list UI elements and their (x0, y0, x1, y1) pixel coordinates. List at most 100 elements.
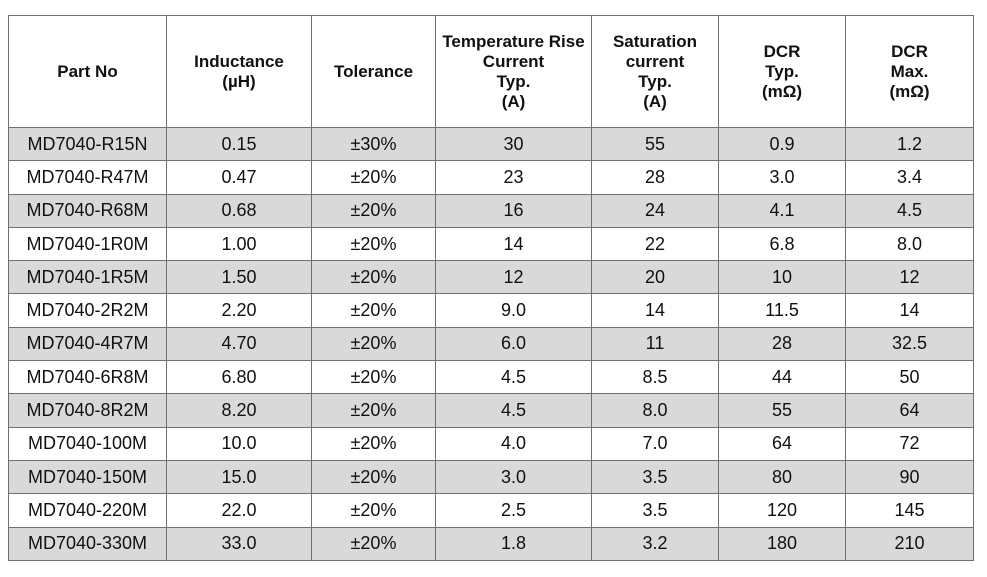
header-part-no: Part No (8, 15, 167, 128)
inductance-cell: 22.0 (166, 493, 312, 528)
inductance-cell: 0.15 (166, 126, 312, 162)
dcr-typ-cell: 3.0 (718, 160, 846, 195)
header-dcr-typ: DCR Typ. (mΩ) (718, 15, 846, 128)
dcr-max-cell: 4.5 (845, 193, 974, 228)
table-row: MD7040-6R8M 6.80 ±20% 4.5 8.5 44 50 (8, 360, 974, 395)
table-row: MD7040-R68M 0.68 ±20% 16 24 4.1 4.5 (8, 193, 974, 228)
inductance-cell: 6.80 (166, 360, 312, 395)
header-dcr-max: DCR Max. (mΩ) (845, 15, 974, 128)
table-body: MD7040-R15N 0.15 ±30% 30 55 0.9 1.2 MD7040-R47M… (8, 126, 974, 561)
dcr-typ-cell: 120 (718, 493, 846, 528)
tolerance-cell: ±20% (311, 526, 436, 561)
tolerance-cell: ±20% (311, 326, 436, 362)
saturation-current-cell: 7.0 (591, 426, 719, 461)
dcr-typ-cell: 64 (718, 426, 846, 461)
table-row: MD7040-R47M 0.47 ±20% 23 28 3.0 3.4 (8, 160, 974, 195)
temp-rise-current-cell: 2.5 (435, 493, 592, 528)
tolerance-cell: ±20% (311, 193, 436, 228)
inductance-cell: 8.20 (166, 393, 312, 428)
temp-rise-current-cell: 4.0 (435, 426, 592, 461)
table-row: MD7040-220M 22.0 ±20% 2.5 3.5 120 145 (8, 493, 974, 528)
part-no-cell: MD7040-220M (8, 493, 167, 528)
saturation-current-cell: 3.5 (591, 493, 719, 528)
part-no-cell: MD7040-150M (8, 459, 167, 495)
dcr-typ-cell: 10 (718, 260, 846, 295)
dcr-max-cell: 145 (845, 493, 974, 528)
table-row: MD7040-330M 33.0 ±20% 1.8 3.2 180 210 (8, 526, 974, 561)
part-no-cell: MD7040-R68M (8, 193, 167, 228)
dcr-max-cell: 32.5 (845, 326, 974, 362)
inductance-cell: 0.47 (166, 160, 312, 195)
inductance-cell: 10.0 (166, 426, 312, 461)
header-tolerance: Tolerance (311, 15, 436, 128)
dcr-typ-cell: 28 (718, 326, 846, 362)
table-row: MD7040-R15N 0.15 ±30% 30 55 0.9 1.2 (8, 126, 974, 162)
dcr-typ-cell: 44 (718, 360, 846, 395)
part-no-cell: MD7040-330M (8, 526, 167, 561)
table-row: MD7040-100M 10.0 ±20% 4.0 7.0 64 72 (8, 426, 974, 461)
saturation-current-cell: 8.5 (591, 360, 719, 395)
temp-rise-current-cell: 12 (435, 260, 592, 295)
inductance-cell: 2.20 (166, 293, 312, 328)
dcr-typ-cell: 4.1 (718, 193, 846, 228)
inductance-cell: 4.70 (166, 326, 312, 362)
tolerance-cell: ±20% (311, 293, 436, 328)
tolerance-cell: ±20% (311, 426, 436, 461)
dcr-max-cell: 8.0 (845, 226, 974, 262)
dcr-max-cell: 64 (845, 393, 974, 428)
part-no-cell: MD7040-2R2M (8, 293, 167, 328)
temp-rise-current-cell: 4.5 (435, 393, 592, 428)
header-saturation-current: Saturation current Typ. (A) (591, 15, 719, 128)
temp-rise-current-cell: 4.5 (435, 360, 592, 395)
inductance-cell: 1.50 (166, 260, 312, 295)
inductance-cell: 15.0 (166, 459, 312, 495)
tolerance-cell: ±20% (311, 493, 436, 528)
inductance-cell: 0.68 (166, 193, 312, 228)
dcr-typ-cell: 6.8 (718, 226, 846, 262)
tolerance-cell: ±20% (311, 226, 436, 262)
dcr-max-cell: 90 (845, 459, 974, 495)
dcr-max-cell: 50 (845, 360, 974, 395)
dcr-max-cell: 1.2 (845, 126, 974, 162)
saturation-current-cell: 24 (591, 193, 719, 228)
dcr-max-cell: 14 (845, 293, 974, 328)
inductance-cell: 1.00 (166, 226, 312, 262)
part-no-cell: MD7040-6R8M (8, 360, 167, 395)
temp-rise-current-cell: 6.0 (435, 326, 592, 362)
tolerance-cell: ±20% (311, 459, 436, 495)
part-no-cell: MD7040-4R7M (8, 326, 167, 362)
temp-rise-current-cell: 9.0 (435, 293, 592, 328)
table-row: MD7040-8R2M 8.20 ±20% 4.5 8.0 55 64 (8, 393, 974, 428)
header-temperature-rise-current: Temperature Rise Current Typ. (A) (435, 15, 592, 128)
temp-rise-current-cell: 1.8 (435, 526, 592, 561)
part-no-cell: MD7040-R47M (8, 160, 167, 195)
tolerance-cell: ±30% (311, 126, 436, 162)
part-no-cell: MD7040-8R2M (8, 393, 167, 428)
saturation-current-cell: 55 (591, 126, 719, 162)
table-row: MD7040-1R0M 1.00 ±20% 14 22 6.8 8.0 (8, 226, 974, 262)
table-row: MD7040-150M 15.0 ±20% 3.0 3.5 80 90 (8, 459, 974, 495)
dcr-max-cell: 3.4 (845, 160, 974, 195)
part-no-cell: MD7040-100M (8, 426, 167, 461)
dcr-max-cell: 72 (845, 426, 974, 461)
inductor-spec-table: Part No Inductance (µH) Tolerance Temper… (8, 15, 974, 561)
saturation-current-cell: 28 (591, 160, 719, 195)
dcr-typ-cell: 11.5 (718, 293, 846, 328)
saturation-current-cell: 22 (591, 226, 719, 262)
header-row: Part No Inductance (µH) Tolerance Temper… (8, 15, 974, 128)
dcr-typ-cell: 80 (718, 459, 846, 495)
table-row: MD7040-1R5M 1.50 ±20% 12 20 10 12 (8, 260, 974, 295)
dcr-max-cell: 12 (845, 260, 974, 295)
header-inductance: Inductance (µH) (166, 15, 312, 128)
saturation-current-cell: 3.2 (591, 526, 719, 561)
tolerance-cell: ±20% (311, 393, 436, 428)
inductance-cell: 33.0 (166, 526, 312, 561)
dcr-typ-cell: 0.9 (718, 126, 846, 162)
tolerance-cell: ±20% (311, 260, 436, 295)
part-no-cell: MD7040-R15N (8, 126, 167, 162)
part-no-cell: MD7040-1R5M (8, 260, 167, 295)
temp-rise-current-cell: 30 (435, 126, 592, 162)
temp-rise-current-cell: 3.0 (435, 459, 592, 495)
tolerance-cell: ±20% (311, 160, 436, 195)
saturation-current-cell: 3.5 (591, 459, 719, 495)
